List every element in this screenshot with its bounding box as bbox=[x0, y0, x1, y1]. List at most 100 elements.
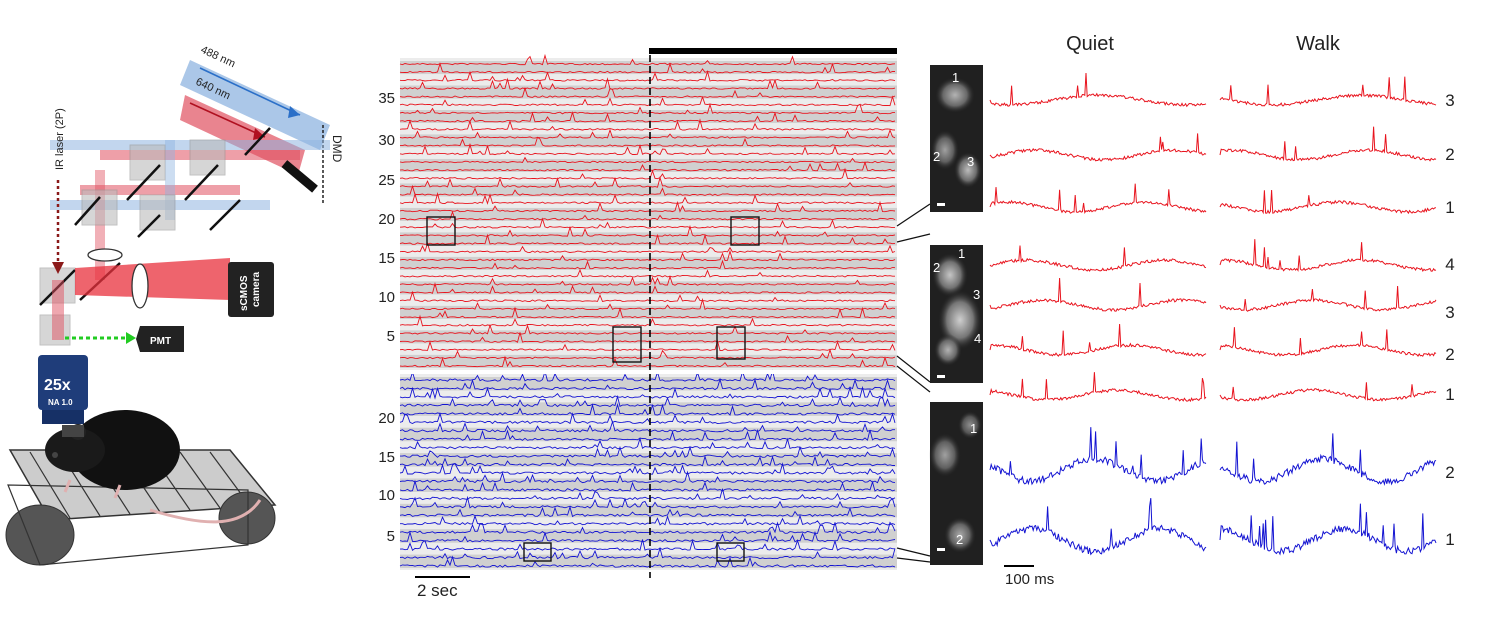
detail-trace-blue bbox=[989, 427, 1207, 486]
raster-trace-blue bbox=[399, 530, 896, 543]
raster-trace-red bbox=[399, 110, 896, 123]
raster-trace-red bbox=[399, 355, 896, 368]
walk-title: Walk bbox=[1296, 33, 1341, 55]
raster-trace-red bbox=[399, 259, 896, 270]
raster-trace-red bbox=[399, 297, 896, 311]
raster-trace-red bbox=[400, 224, 896, 237]
detail-trace-blue bbox=[989, 498, 1207, 556]
raster-trace-red bbox=[399, 268, 895, 278]
raster-trace-blue bbox=[399, 454, 895, 467]
raster-trace-blue bbox=[399, 436, 896, 450]
raster-trace-blue bbox=[399, 402, 896, 416]
trace-row-label: 1 bbox=[1445, 530, 1454, 549]
red-blue-divider bbox=[400, 370, 897, 374]
raster-trace-blue bbox=[399, 539, 896, 552]
raster-band bbox=[400, 377, 897, 391]
cell-label: 1 bbox=[970, 421, 977, 436]
raster-trace-red bbox=[399, 233, 896, 245]
raster-trace-blue bbox=[399, 488, 896, 501]
raster-trace-blue bbox=[399, 546, 896, 560]
raster-trace-red bbox=[399, 69, 896, 82]
raster-trace-red bbox=[399, 102, 895, 115]
trace-row-label: 3 bbox=[1445, 91, 1454, 110]
raster-trace-red bbox=[400, 136, 896, 147]
detail-trace-red bbox=[989, 72, 1207, 108]
zoom-box bbox=[716, 326, 746, 360]
quiet-title: Quiet bbox=[1066, 33, 1114, 55]
raster-trace-red bbox=[399, 160, 896, 172]
raster-trace-blue bbox=[399, 445, 896, 458]
detail-trace-red bbox=[1219, 327, 1437, 357]
raster-trace-red bbox=[399, 314, 895, 327]
camera-label: sCMOS bbox=[239, 275, 250, 311]
time-scale-label: 2 sec bbox=[417, 581, 458, 600]
red-tick: 10 bbox=[378, 289, 395, 306]
raster-panel: 35 30 25 20 15 10 5 20 15 10 5 2 sec bbox=[378, 48, 897, 600]
raster-trace-blue bbox=[399, 495, 896, 509]
detail-trace-red bbox=[1219, 239, 1437, 273]
raster-trace-red bbox=[399, 156, 896, 164]
raster-trace-red bbox=[399, 241, 896, 254]
raster-trace-red bbox=[399, 332, 896, 343]
red-tick: 35 bbox=[378, 90, 395, 107]
trace-row-label: 2 bbox=[1445, 345, 1454, 364]
example-traces: Quiet Walk 3 2 1 4 3 2 1 2 1 100 ms bbox=[989, 33, 1455, 588]
raster-trace-red bbox=[399, 118, 896, 131]
cell-label: 2 bbox=[956, 532, 963, 547]
cell-label: 1 bbox=[952, 70, 959, 85]
raster-trace-blue bbox=[399, 412, 896, 425]
zoom-box bbox=[612, 326, 642, 363]
raster-trace-red bbox=[399, 77, 896, 90]
red-tick: 15 bbox=[378, 250, 395, 267]
cell-label: 4 bbox=[974, 331, 981, 346]
ir-laser-label: IR laser (2P) bbox=[54, 108, 66, 170]
trace-row-label: 1 bbox=[1445, 385, 1454, 404]
trace-row-label: 2 bbox=[1445, 145, 1454, 164]
objective-mag: 25x bbox=[44, 377, 71, 394]
blue-laser-beam bbox=[180, 60, 330, 150]
raster-trace-blue bbox=[399, 521, 896, 534]
red-tick: 20 bbox=[378, 211, 395, 228]
objective bbox=[38, 355, 88, 410]
cell-label: 2 bbox=[933, 260, 940, 275]
scmos-camera bbox=[228, 262, 274, 317]
red-tick: 25 bbox=[378, 172, 395, 189]
camera-label-2: camera bbox=[251, 272, 262, 307]
detail-trace-red bbox=[989, 372, 1207, 403]
trace-scale-label: 100 ms bbox=[1005, 571, 1054, 588]
detail-trace-red bbox=[1219, 382, 1437, 402]
dmd-label: DMD bbox=[330, 135, 344, 163]
camera-beam bbox=[75, 258, 230, 300]
raster-trace-red bbox=[399, 167, 896, 180]
blue-tick: 15 bbox=[378, 449, 395, 466]
raster-trace-red bbox=[399, 348, 896, 360]
raster-trace-red bbox=[399, 306, 896, 319]
detail-trace-red bbox=[1219, 76, 1437, 107]
detail-trace-red bbox=[989, 245, 1207, 272]
red-tick: 30 bbox=[378, 132, 395, 149]
raster-trace-blue bbox=[399, 479, 896, 492]
raster-trace-red bbox=[399, 217, 895, 229]
detail-trace-red bbox=[989, 133, 1207, 162]
raster-trace-red bbox=[399, 176, 896, 188]
red-tick: 5 bbox=[387, 328, 395, 345]
blue-tick: 5 bbox=[387, 528, 395, 545]
raster-trace-blue bbox=[399, 394, 896, 408]
trace-row-label: 4 bbox=[1445, 255, 1454, 274]
detail-trace-red bbox=[1219, 285, 1437, 312]
trace-row-label: 1 bbox=[1445, 198, 1454, 217]
detail-trace-blue bbox=[1219, 433, 1437, 486]
zoom-box bbox=[523, 542, 552, 562]
raster-trace-red bbox=[399, 249, 896, 262]
raster-band bbox=[400, 256, 897, 270]
raster-trace-blue bbox=[399, 470, 896, 484]
cell-label: 2 bbox=[933, 149, 940, 164]
cell-label: 3 bbox=[967, 154, 974, 169]
blue-tick: 20 bbox=[378, 410, 395, 427]
laser-488-label: 488 nm bbox=[199, 44, 237, 70]
zoom-box bbox=[730, 216, 760, 246]
detail-trace-blue bbox=[1219, 503, 1437, 556]
blue-tick: 10 bbox=[378, 487, 395, 504]
zoom-box bbox=[716, 542, 745, 562]
